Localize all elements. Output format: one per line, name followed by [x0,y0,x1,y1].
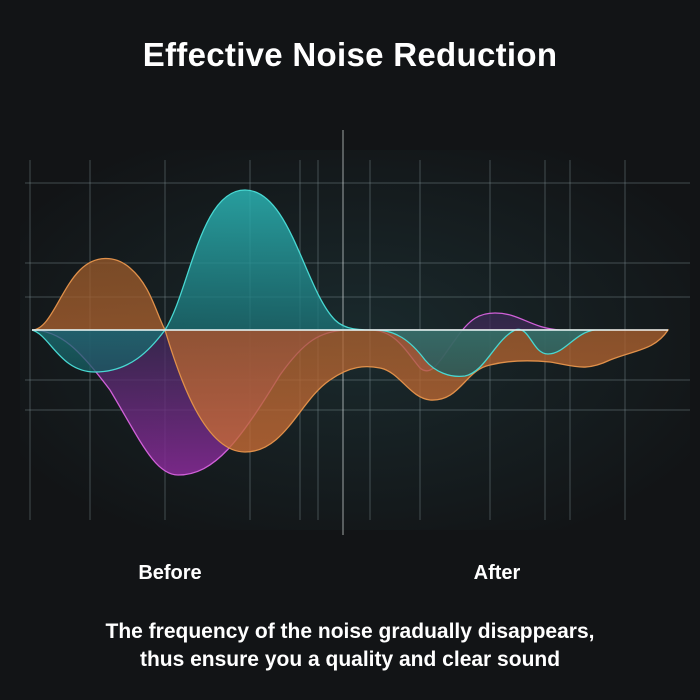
before-label: Before [138,562,202,584]
orange-wave [31,257,670,453]
caption-line-1: The frequency of the noise gradually dis… [105,620,595,643]
page-title: Effective Noise Reduction [142,36,558,73]
caption: The frequency of the noise gradually dis… [0,618,700,674]
caption-line-2: thus ensure you a quality and clear soun… [139,648,561,671]
after-label: After [473,562,521,584]
